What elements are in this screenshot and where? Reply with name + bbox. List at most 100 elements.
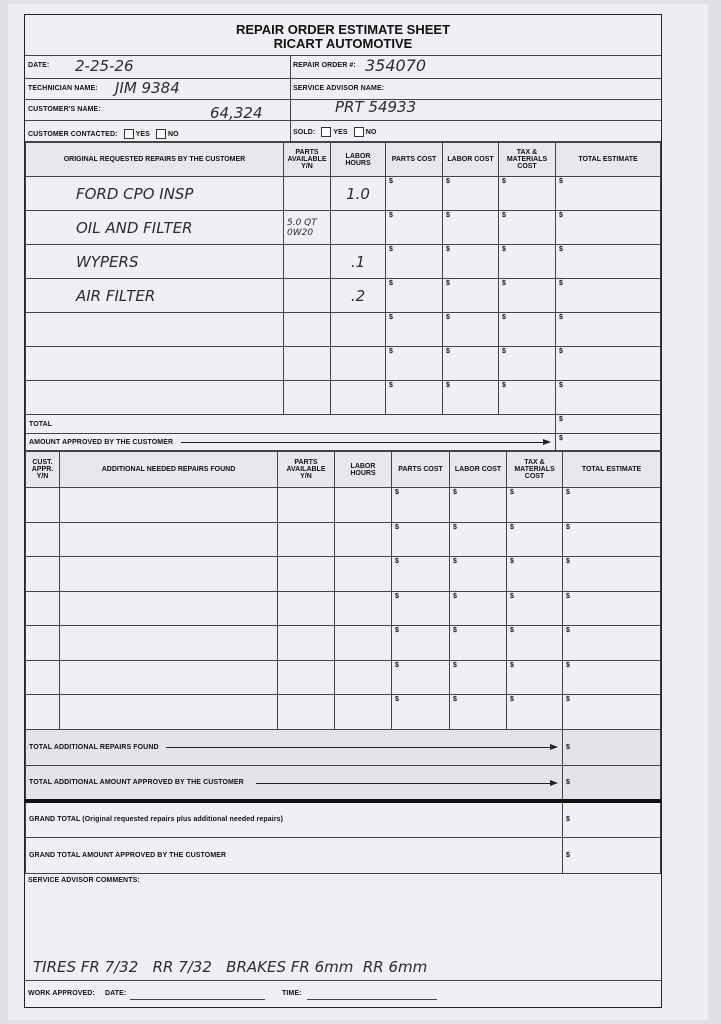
entry-cell[interactable] [59,556,278,592]
entry-cell[interactable] [25,590,60,626]
contacted-no-checkbox[interactable] [155,129,166,139]
cost-cell[interactable]: $ [449,625,507,661]
entry-cell[interactable] [277,487,335,523]
cost-cell[interactable]: $ [498,380,556,415]
repair-cell[interactable] [25,312,284,347]
cost-cell[interactable]: $ [442,210,499,245]
entry-cell[interactable] [25,556,60,592]
entry-cell[interactable] [334,694,392,730]
cost-cell[interactable]: $ [449,556,507,592]
cost-cell[interactable]: $ [498,312,556,347]
cost-cell[interactable]: $ [506,521,563,557]
cost-cell[interactable]: $ [385,176,443,211]
cost-cell[interactable]: $ [385,278,443,313]
cost-cell[interactable]: $ [498,346,556,381]
cost-cell[interactable]: $ [498,210,556,245]
entry-cell[interactable] [277,590,335,626]
cost-cell[interactable]: $ [498,278,556,313]
repair-cell[interactable] [25,346,284,381]
labor-hours-cell[interactable]: .2 [330,278,386,313]
entry-cell[interactable] [334,556,392,592]
cost-cell[interactable]: $ [442,312,499,347]
cost-cell[interactable]: $ [449,659,507,695]
cost-cell[interactable]: $ [385,244,443,279]
repair-cell[interactable] [25,380,284,415]
entry-cell[interactable] [59,487,278,523]
entry-cell[interactable] [277,694,335,730]
entry-cell[interactable] [59,659,278,695]
parts-available-cell[interactable] [283,346,331,381]
contacted-yes-checkbox[interactable] [123,129,134,139]
parts-available-cell[interactable] [283,176,331,211]
date-line[interactable] [130,998,265,1000]
entry-cell[interactable] [25,521,60,557]
cost-cell[interactable]: $ [391,556,450,592]
repair-cell[interactable]: WYPERS [25,244,284,279]
cost-cell[interactable]: $ [562,590,661,626]
cost-cell[interactable]: $ [391,625,450,661]
cost-cell[interactable]: $ [498,176,556,211]
labor-hours-cell[interactable] [330,210,386,245]
cost-cell[interactable]: $ [391,659,450,695]
entry-cell[interactable] [59,521,278,557]
cost-cell[interactable]: $ [506,590,563,626]
cost-cell[interactable]: $ [442,244,499,279]
cost-cell[interactable]: $ [506,659,563,695]
entry-cell[interactable] [25,487,60,523]
cost-cell[interactable]: $ [555,210,661,245]
cost-cell[interactable]: $ [506,556,563,592]
labor-hours-cell[interactable] [330,346,386,381]
cost-cell[interactable]: $ [562,625,661,661]
cost-cell[interactable]: $ [385,346,443,381]
entry-cell[interactable] [25,694,60,730]
parts-available-cell[interactable] [283,380,331,415]
entry-cell[interactable] [59,694,278,730]
date-field[interactable]: DATE: 2-25-26 [25,56,290,79]
repair-cell[interactable]: AIR FILTER [25,278,284,313]
comments-field[interactable]: SERVICE ADVISOR COMMENTS: TIRES FR 7/32 … [25,874,661,981]
entry-cell[interactable] [59,625,278,661]
cost-cell[interactable]: $ [562,694,661,730]
technician-field[interactable]: TECHNICIAN NAME: JIM 9384 [25,79,290,100]
cost-cell[interactable]: $ [442,380,499,415]
cost-cell[interactable]: $ [449,590,507,626]
parts-available-cell[interactable] [283,312,331,347]
cost-cell[interactable]: $ [562,556,661,592]
time-line[interactable] [307,998,437,1000]
entry-cell[interactable] [277,659,335,695]
cost-cell[interactable]: $ [498,244,556,279]
parts-available-cell[interactable]: 5.0 QT 0W20 [283,210,331,245]
entry-cell[interactable] [334,590,392,626]
service-advisor-field[interactable]: SERVICE ADVISOR NAME: [290,79,661,100]
cost-cell[interactable]: $ [449,487,507,523]
labor-hours-cell[interactable]: 1.0 [330,176,386,211]
labor-hours-cell[interactable] [330,312,386,347]
entry-cell[interactable] [277,521,335,557]
entry-cell[interactable] [334,659,392,695]
cost-cell[interactable]: $ [562,487,661,523]
cost-cell[interactable]: $ [449,521,507,557]
entry-cell[interactable] [59,590,278,626]
cost-cell[interactable]: $ [562,521,661,557]
cost-cell[interactable]: $ [385,312,443,347]
cost-cell[interactable]: $ [391,694,450,730]
cost-cell[interactable]: $ [506,625,563,661]
cost-cell[interactable]: $ [391,590,450,626]
cost-cell[interactable]: $ [391,521,450,557]
cost-cell[interactable]: $ [555,176,661,211]
cost-cell[interactable]: $ [391,487,450,523]
customer-name-field[interactable]: CUSTOMER'S NAME: 64,324 [25,100,290,122]
cost-cell[interactable]: $ [555,380,661,415]
repair-cell[interactable]: FORD CPO INSP [25,176,284,211]
labor-hours-cell[interactable]: .1 [330,244,386,279]
cost-cell[interactable]: $ [562,659,661,695]
parts-available-cell[interactable] [283,244,331,279]
entry-cell[interactable] [25,659,60,695]
cost-cell[interactable]: $ [442,346,499,381]
cost-cell[interactable]: $ [555,346,661,381]
entry-cell[interactable] [334,487,392,523]
cost-cell[interactable]: $ [449,694,507,730]
cost-cell[interactable]: $ [555,278,661,313]
cost-cell[interactable]: $ [442,278,499,313]
cost-cell[interactable]: $ [442,176,499,211]
